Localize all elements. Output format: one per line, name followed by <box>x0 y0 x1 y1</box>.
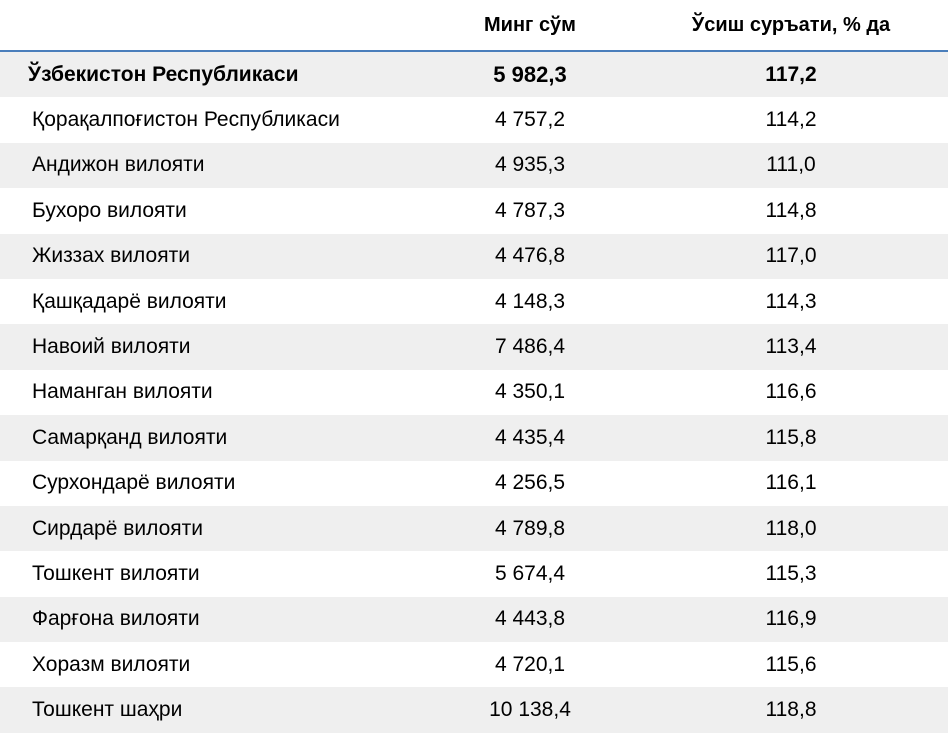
row-growth: 117,0 <box>765 244 817 268</box>
row-value: 5 674,4 <box>494 561 566 585</box>
row-value: 4 148,3 <box>494 289 566 313</box>
row-value: 5 982,3 <box>493 61 567 87</box>
table-row: Қорақалпоғистон Республикаси 4 757,2 114… <box>0 97 948 142</box>
row-growth: 115,6 <box>765 652 817 676</box>
row-growth: 115,8 <box>765 425 817 449</box>
row-growth: 114,3 <box>765 289 817 313</box>
table-row: Жиззах вилояти 4 476,8 117,0 <box>0 233 948 279</box>
row-name: Тошкент вилояти <box>32 561 200 585</box>
row-value: 4 789,8 <box>494 516 566 540</box>
row-name: Ўзбекистон Республикаси <box>28 62 299 86</box>
table-row: Хоразм вилояти 4 720,1 115,6 <box>0 642 948 687</box>
row-name: Навоий вилояти <box>32 335 191 359</box>
row-growth: 111,0 <box>766 153 816 177</box>
row-growth: 116,1 <box>765 471 817 495</box>
row-growth: 114,2 <box>765 108 817 132</box>
row-name: Самарқанд вилояти <box>32 425 228 449</box>
table-row: Қашқадарё вилояти 4 148,3 114,3 <box>0 279 948 324</box>
row-name: Сурхондарё вилояти <box>32 471 236 495</box>
row-value: 4 350,1 <box>494 380 566 404</box>
row-growth: 116,9 <box>765 607 817 631</box>
row-value: 4 435,4 <box>494 425 566 449</box>
row-name: Фарғона вилояти <box>32 607 200 631</box>
row-growth: 117,2 <box>765 62 817 86</box>
table-row: Тошкент вилояти 5 674,4 115,3 <box>0 551 948 596</box>
table-row: Фарғона вилояти 4 443,8 116,9 <box>0 596 948 643</box>
row-growth: 118,0 <box>765 516 817 540</box>
table-row: Сурхондарё вилояти 4 256,5 116,1 <box>0 461 948 506</box>
row-value: 4 476,8 <box>494 244 566 268</box>
table-row: Сирдарё вилояти 4 789,8 118,0 <box>0 505 948 552</box>
row-growth: 114,8 <box>765 198 817 222</box>
row-name: Наманган вилояти <box>32 380 213 404</box>
row-growth: 116,6 <box>765 380 817 404</box>
row-name: Андижон вилояти <box>32 153 205 177</box>
row-name: Сирдарё вилояти <box>32 516 203 540</box>
row-value: 7 486,4 <box>494 335 566 359</box>
table-row: Навоий вилояти 7 486,4 113,4 <box>0 324 948 370</box>
row-growth: 113,4 <box>765 335 817 359</box>
row-name: Жиззах вилояти <box>32 244 190 268</box>
row-value: 10 138,4 <box>489 698 571 722</box>
row-name: Қорақалпоғистон Республикаси <box>32 108 340 132</box>
row-name: Бухоро вилояти <box>32 198 187 222</box>
row-growth: 115,3 <box>765 561 817 585</box>
table-row: Наманган вилояти 4 350,1 116,6 <box>0 370 948 415</box>
header-growth-label: Ўсиш суръати, % да <box>691 13 891 36</box>
row-name: Хоразм вилояти <box>32 652 191 676</box>
table-header: Минг сўм Ўсиш суръати, % да <box>0 0 948 52</box>
row-value: 4 720,1 <box>494 652 566 676</box>
table-row: Самарқанд вилояти 4 435,4 115,8 <box>0 415 948 461</box>
row-name: Қашқадарё вилояти <box>32 289 227 313</box>
header-value-label: Минг сўм <box>484 13 576 36</box>
table-row-total: Ўзбекистон Республикаси 5 982,3 117,2 <box>0 52 948 98</box>
row-value: 4 443,8 <box>494 607 566 631</box>
row-value: 4 256,5 <box>494 471 566 495</box>
row-value: 4 757,2 <box>494 108 566 132</box>
row-growth: 118,8 <box>765 698 817 722</box>
table-row: Тошкент шаҳри 10 138,4 118,8 <box>0 687 948 733</box>
table-row: Бухоро вилояти 4 787,3 114,8 <box>0 188 948 233</box>
table-row: Андижон вилояти 4 935,3 111,0 <box>0 142 948 189</box>
row-name: Тошкент шаҳри <box>32 698 183 722</box>
row-value: 4 787,3 <box>494 198 566 222</box>
row-value: 4 935,3 <box>494 153 566 177</box>
